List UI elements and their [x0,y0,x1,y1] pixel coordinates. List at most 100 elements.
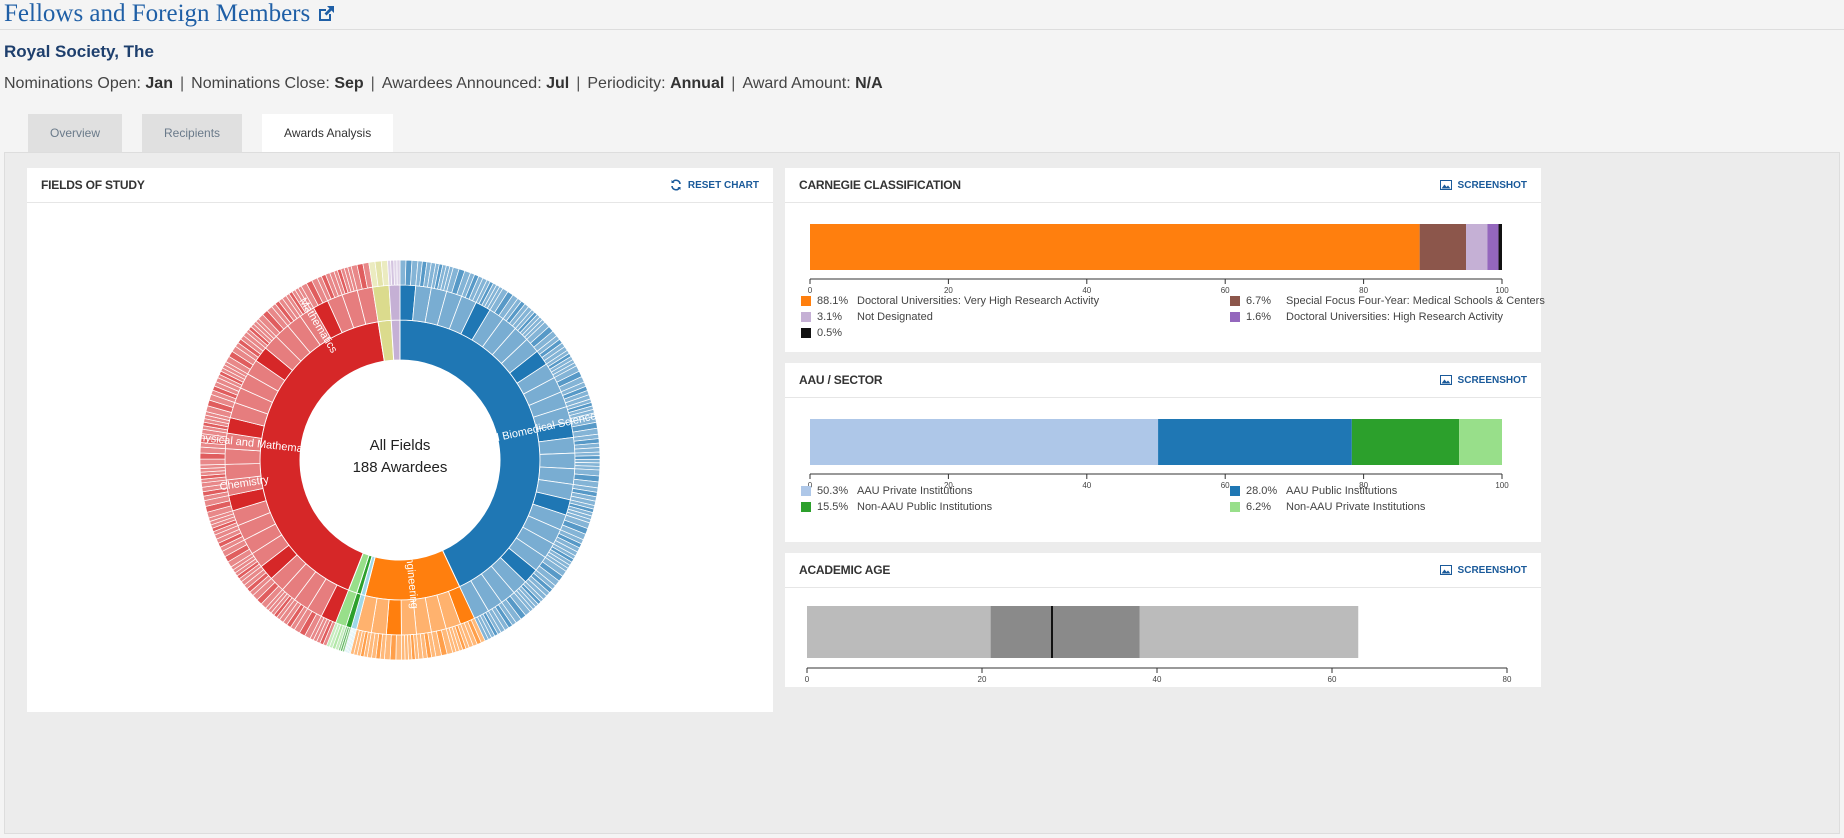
legend-item: 28.0% AAU Public Institutions [1230,485,1397,497]
carnegie-legend: 88.1% Doctoral Universities: Very High Re… [785,168,1545,352]
fields-sunburst-chart[interactable]: Biological and Biomedical SciencesEngine… [27,203,773,711]
x-tick-label: 80 [1359,286,1368,293]
sunburst-middle-segment[interactable] [388,284,401,321]
screenshot-button[interactable]: SCREENSHOT [1439,564,1527,576]
screenshot-label: SCREENSHOT [1457,564,1527,576]
x-tick-label: 40 [1082,286,1091,293]
legend-label: Non-AAU Public Institutions [857,501,993,513]
sunburst-center-title: All Fields [370,437,431,454]
screenshot-button[interactable]: SCREENSHOT [1439,179,1527,191]
legend-swatch [1230,296,1240,306]
legend-item: 1.6% Doctoral Universities: High Research… [1230,311,1503,323]
academic-age-box-chart: 0 20 40 60 80 [805,606,1512,684]
x-tick-label: 20 [978,675,987,684]
tab-bar: Overview Recipients Awards Analysis [28,114,394,152]
legend-swatch [801,312,811,322]
legend-label: AAU Public Institutions [1286,485,1398,497]
legend-item: 6.7% Special Focus Four-Year: Medical Sch… [1230,295,1545,307]
legend-item: 0.5% [801,327,857,339]
meta-value: Sep [334,75,364,92]
bar-segment[interactable] [810,419,1159,465]
sunburst-middle-segment[interactable] [539,452,576,470]
bar-segment[interactable] [1158,419,1352,465]
legend-item: 88.1% Doctoral Universities: Very High Re… [801,295,1099,307]
legend-percent: 15.5% [817,501,849,513]
tab-overview[interactable]: Overview [28,114,123,152]
sunburst-center-count: 188 Awardees [353,459,448,476]
external-link-icon[interactable] [316,4,336,24]
tab-awards-analysis[interactable]: Awards Analysis [262,114,394,152]
x-tick-label: 80 [1359,481,1368,488]
panel-title: AAU / SECTOR [799,373,883,387]
legend-label: Special Focus Four-Year: Medical Schools… [1286,295,1545,307]
x-tick-label: 0 [808,481,813,488]
panel-title: FIELDS OF STUDY [41,178,145,192]
x-tick-label: 60 [1221,286,1230,293]
legend-label: AAU Private Institutions [857,485,973,497]
meta-label: Awardees Announced: [381,75,547,92]
meta-label: Nominations Open: [4,75,146,92]
x-tick-label: 20 [944,286,953,293]
meta-separator: | [179,75,185,92]
bar-segment[interactable] [1498,224,1502,270]
x-tick-label: 100 [1495,286,1509,293]
panel-title: ACADEMIC AGE [799,563,891,577]
meta-label: Award Amount: [742,75,856,92]
legend-label: Not Designated [857,311,933,323]
bar-segment[interactable] [1419,224,1467,270]
meta-value: Jul [546,75,570,92]
sunburst-middle-segment[interactable] [224,448,261,465]
sunburst-outer-segment[interactable] [401,634,406,661]
analysis-content: FIELDS OF STUDY RESET CHART Biological a… [4,152,1840,834]
tab-recipients[interactable]: Recipients [142,114,243,152]
aau-sector-panel: AAU / SECTOR SCREENSHOT 0 20 40 60 80 100 50.… [785,363,1541,542]
bar-segment[interactable] [1466,224,1488,270]
sunburst-outer-segment[interactable] [396,259,401,286]
title-row: Fellows and Foreign Members [4,0,336,28]
legend-label: Doctoral Universities: Very High Researc… [857,295,1100,307]
age-iqr-box[interactable] [990,606,1140,658]
x-tick-label: 40 [1082,481,1091,488]
sunburst-outer-segment[interactable] [199,458,226,466]
meta-separator: | [370,75,375,92]
x-tick-label: 80 [1503,675,1512,684]
image-icon [1439,180,1452,190]
carnegie-bar-chart: 0 20 40 60 80 100 [808,224,1509,293]
legend-percent: 50.3% [817,485,849,497]
legend-item: 6.2% Non-AAU Private Institutions [1230,501,1425,513]
legend-swatch [801,502,811,512]
legend-label: Non-AAU Private Institutions [1286,501,1426,513]
meta-value: N/A [855,75,883,92]
x-tick-label: 60 [1221,481,1230,488]
screenshot-label: SCREENSHOT [1457,374,1527,386]
aau-bar-chart: 0 20 40 60 80 100 [808,419,1509,488]
bar-segment[interactable] [1487,224,1499,270]
aau-legend: 50.3% AAU Private Institutions 28.0% AAU Pu… [785,363,1541,542]
legend-item: 50.3% AAU Private Institutions [801,485,973,497]
legend-swatch [1230,502,1240,512]
sunburst-outer-segment[interactable] [395,634,402,661]
meta-label: Periodicity: [587,75,671,92]
fields-of-study-panel: FIELDS OF STUDY RESET CHART Biological a… [27,168,773,712]
reset-chart-button[interactable]: RESET CHART [670,179,759,191]
academic-age-panel: ACADEMIC AGE SCREENSHOT 0 20 40 60 80 [785,553,1541,687]
screenshot-button[interactable]: SCREENSHOT [1439,374,1527,386]
legend-item: 15.5% Non-AAU Public Institutions [801,501,992,513]
sunburst-inner-label: Engineering [403,550,420,610]
x-tick-label: 40 [1153,675,1162,684]
bar-segment[interactable] [810,224,1420,270]
legend-percent: 1.6% [1246,311,1272,323]
page-title: Fellows and Foreign Members [4,0,311,27]
legend-swatch [801,486,811,496]
title-divider [0,29,1844,30]
bar-segment[interactable] [1459,419,1502,465]
sunburst-outer-segment[interactable] [574,455,601,460]
meta-label: Nominations Close: [191,75,335,92]
screenshot-label: SCREENSHOT [1457,179,1527,191]
legend-percent: 0.5% [817,327,843,339]
meta-separator: | [731,75,736,92]
bar-segment[interactable] [1351,419,1460,465]
x-tick-label: 0 [808,286,813,293]
refresh-icon [671,179,681,191]
legend-swatch [1230,486,1240,496]
